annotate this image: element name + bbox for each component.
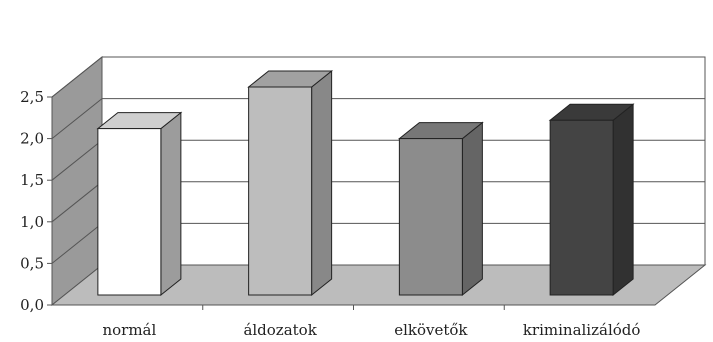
x-category-label: elkövetők <box>394 321 468 339</box>
y-tick-label: 0,0 <box>20 296 44 314</box>
bar <box>398 138 463 296</box>
bar-side <box>311 69 333 297</box>
labels: 0,0 0,5 1,0 1,5 2,0 2,5 normál áldozatok elkövet… <box>20 88 640 339</box>
gridline <box>51 98 705 139</box>
y-tick-label: 1,0 <box>20 213 44 231</box>
bar <box>549 119 614 296</box>
y-tick-label: 0,5 <box>20 254 44 272</box>
bar-side <box>461 121 483 297</box>
bar <box>248 86 313 296</box>
side-wall <box>51 55 103 307</box>
y-tick-label: 2,5 <box>20 88 44 106</box>
bar <box>97 128 162 296</box>
bars <box>96 69 635 297</box>
gridline <box>51 56 705 98</box>
x-category-label: áldozatok <box>243 321 317 339</box>
y-tick-label: 1,5 <box>20 171 44 189</box>
bar-side <box>160 111 182 297</box>
bar-side <box>612 103 634 297</box>
x-category-label: normál <box>102 321 156 339</box>
y-tick-label: 2,0 <box>20 130 44 148</box>
x-category-label: kriminalizálódó <box>523 321 641 339</box>
axes <box>47 96 655 310</box>
